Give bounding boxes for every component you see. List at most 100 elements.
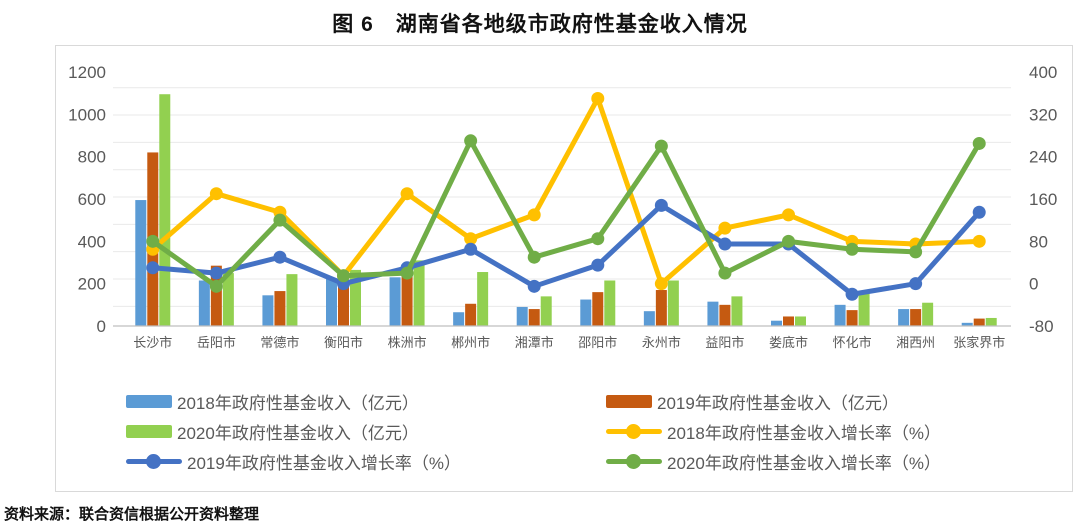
right-axis-tick: 160 [1029, 190, 1057, 209]
bar-2019 [401, 265, 413, 326]
legend-label: 2019年政府性基金收入增长率（%） [187, 453, 461, 473]
legend-dot [146, 453, 161, 469]
data-point [972, 136, 986, 150]
bar-2018 [135, 200, 147, 326]
right-axis-tick: 400 [1029, 63, 1057, 82]
data-point [527, 208, 541, 222]
x-axis-label: 湘西州 [896, 335, 935, 350]
left-axis-tick: 800 [78, 148, 106, 167]
bar-2019 [783, 316, 794, 326]
data-point [209, 187, 223, 201]
legend-item: 2020年政府性基金收入增长率（%） [606, 446, 941, 476]
data-point [273, 250, 287, 264]
left-axis-tick: 1000 [68, 105, 106, 124]
data-point [400, 266, 414, 280]
figure-title: 图 6 湖南省各地级市政府性基金收入情况 [332, 13, 748, 36]
bar-2019 [719, 304, 731, 326]
legend-item: 2020年政府性基金收入（亿元） [126, 416, 461, 446]
bar-2019 [592, 292, 604, 326]
bar-2020 [667, 280, 679, 326]
data-point [782, 208, 795, 222]
bar-2019 [528, 309, 540, 326]
bar-2018 [516, 306, 528, 326]
left-axis-tick: 600 [78, 190, 106, 209]
legend-item: 2019年政府性基金收入增长率（%） [126, 446, 461, 476]
bar-2020 [413, 260, 425, 326]
legend-line-swatch [606, 423, 662, 439]
right-axis-tick: -80 [1029, 317, 1054, 336]
legend-label: 2020年政府性基金收入增长率（%） [667, 453, 941, 473]
data-point [209, 266, 223, 280]
chart-legend-right: 2019年政府性基金收入（亿元） 2018年政府性基金收入增长率（%） 2020年政… [606, 386, 941, 476]
data-point [209, 279, 223, 293]
bar-2018 [898, 309, 910, 326]
source-note: 资料来源：联合资信根据公开资料整理 [4, 506, 260, 523]
bar-2018 [198, 280, 210, 326]
legend-item: 2018年政府性基金收入增长率（%） [606, 416, 941, 446]
legend-dot [626, 453, 641, 469]
bar-2020 [985, 317, 997, 326]
bar-2019 [655, 290, 667, 326]
right-axis-tick: 320 [1029, 105, 1057, 124]
x-axis-label: 娄底市 [769, 335, 808, 350]
bar-2018 [580, 299, 592, 326]
legend-item: 2019年政府性基金收入（亿元） [606, 386, 941, 416]
legend-line-swatch [606, 453, 662, 469]
data-point [972, 205, 986, 219]
chart-legend-left: 2018年政府性基金收入（亿元） 2020年政府性基金收入（亿元） 2019年政府性… [126, 386, 461, 476]
legend-item: 2018年政府性基金收入（亿元） [126, 386, 461, 416]
data-point [591, 232, 605, 246]
data-point [273, 213, 287, 227]
legend-label: 2018年政府性基金收入（亿元） [177, 393, 419, 413]
combo-chart: 120010008006004002000400320240160800-80长… [68, 63, 1057, 350]
right-axis-tick: 80 [1029, 232, 1048, 251]
x-axis-label: 怀化市 [833, 335, 872, 350]
bar-2019 [465, 303, 477, 326]
bar-2018 [262, 295, 274, 326]
legend-label: 2020年政府性基金收入（亿元） [177, 423, 419, 443]
bar-2018 [326, 278, 337, 326]
data-point [718, 266, 732, 280]
x-axis-label: 株洲市 [388, 335, 427, 350]
data-point [146, 234, 160, 248]
left-axis-tick: 1200 [68, 63, 106, 82]
bar-2019 [338, 283, 349, 326]
data-point [909, 245, 923, 259]
bar-2019 [973, 318, 985, 326]
data-point [718, 237, 732, 251]
bar-2018 [771, 320, 782, 326]
data-point [654, 198, 668, 212]
legend-dot [626, 423, 641, 439]
data-point [464, 232, 478, 246]
bar-2019 [910, 309, 922, 326]
trend-line-2018 [150, 95, 982, 287]
legend-bar-swatch [126, 394, 172, 408]
bar-2018 [389, 277, 401, 326]
data-point [464, 242, 478, 256]
left-axis-tick: 200 [78, 275, 106, 294]
data-point [591, 91, 605, 105]
data-point [464, 134, 478, 148]
bar-2020 [922, 302, 934, 326]
data-point [845, 242, 859, 256]
data-point [654, 139, 668, 153]
x-axis-label: 益阳市 [705, 335, 744, 350]
data-point [654, 277, 668, 291]
bar-2019 [274, 291, 286, 326]
left-axis-tick: 0 [97, 317, 106, 336]
right-axis-tick: 0 [1029, 275, 1038, 294]
x-axis-label: 衡阳市 [324, 335, 363, 350]
bar-2019 [210, 265, 222, 326]
data-point [400, 187, 414, 201]
trend-line-2020 [150, 138, 982, 289]
right-axis-tick: 240 [1029, 148, 1057, 167]
data-point [782, 234, 795, 248]
bar-2018 [453, 312, 465, 326]
legend-bar-swatch [606, 394, 652, 408]
bar-2020 [350, 269, 361, 326]
bar-2020 [286, 274, 298, 326]
bar-2020 [159, 94, 171, 326]
left-axis-tick: 400 [78, 232, 106, 251]
legend-bar-swatch [126, 424, 172, 438]
